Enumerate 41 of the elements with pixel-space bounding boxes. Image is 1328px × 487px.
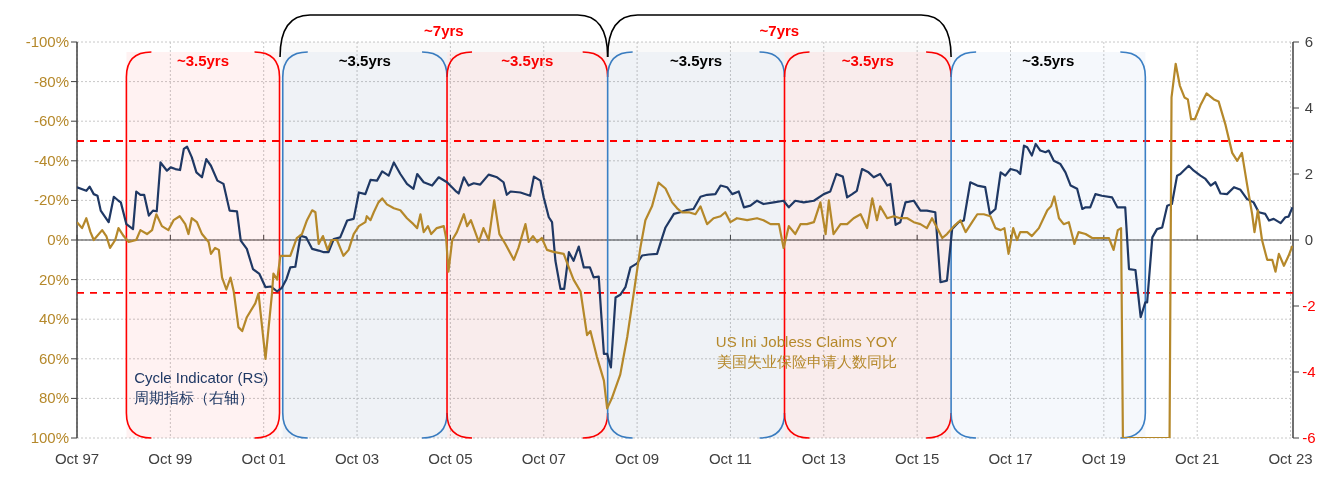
x-tick-label: Oct 97 — [54, 450, 100, 467]
y-tick-label: -40% — [33, 151, 69, 169]
x-tick-label: Oct 17 — [988, 450, 1033, 467]
band-label: ~7yrs — [424, 22, 464, 39]
x-tick-label: Oct 11 — [708, 450, 752, 467]
band-label: ~3.5yrs — [670, 52, 723, 69]
y-tick-label: -20% — [33, 191, 69, 209]
band-label: ~3.5yrs — [1022, 52, 1075, 69]
x-tick-label: Oct 19 — [1081, 450, 1126, 467]
y-tick-label: -100% — [25, 33, 69, 50]
y2-tick-label: 6 — [1304, 33, 1314, 50]
y2-tick-label: -4 — [1302, 363, 1316, 380]
x-tick-label: Oct 15 — [895, 450, 940, 467]
x-tick-label: Oct 01 — [241, 450, 286, 467]
x-tick-label: Oct 05 — [428, 450, 473, 467]
y-tick-label: 0% — [47, 231, 69, 248]
y-tick-label: 80% — [38, 389, 69, 407]
y-tick-label: 20% — [38, 270, 69, 288]
y-tick-label: 100% — [30, 429, 69, 446]
band-label: ~3.5yrs — [841, 52, 894, 69]
x-tick-label: Oct 13 — [801, 450, 846, 467]
y-tick-label: 60% — [38, 349, 69, 367]
y-tick-label: -80% — [33, 72, 69, 90]
x-tick-label: Oct 99 — [148, 450, 193, 467]
y2-tick-label: 4 — [1304, 99, 1314, 116]
band-label: ~3.5yrs — [501, 52, 554, 69]
x-tick-label: Oct 03 — [334, 450, 380, 467]
band-label: ~3.5yrs — [176, 52, 230, 69]
y2-tick-label: 0 — [1304, 231, 1314, 248]
x-tick-label: Oct 21 — [1175, 450, 1220, 467]
y2-tick-label: -2 — [1302, 297, 1316, 314]
x-tick-label: Oct 23 — [1268, 450, 1313, 467]
y-tick-label: -60% — [33, 112, 69, 130]
y2-tick-label: 2 — [1304, 165, 1314, 182]
y-tick-label: 40% — [38, 310, 69, 328]
band-label: ~7yrs — [759, 22, 800, 39]
text: Cycle Indicator (RS) 周期指标（右轴） — [134, 368, 269, 406]
x-tick-label: Oct 09 — [615, 450, 660, 467]
y2-tick-label: -6 — [1302, 429, 1316, 446]
band-label: ~3.5yrs — [338, 52, 391, 69]
x-tick-label: Oct 07 — [521, 450, 566, 467]
